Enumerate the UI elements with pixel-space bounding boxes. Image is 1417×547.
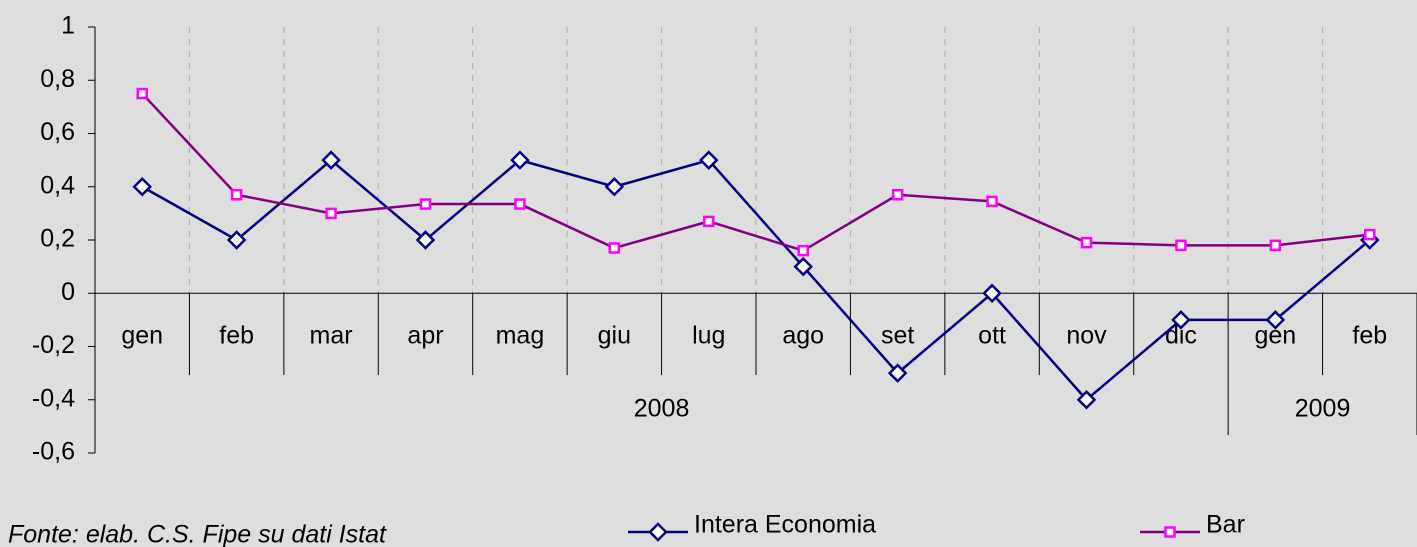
point (510, 150, 530, 170)
point (1171, 310, 1191, 330)
x-tick-label: nov (1066, 322, 1107, 350)
point (1269, 239, 1282, 252)
point (325, 207, 337, 220)
y-tick-label: 0,2 (40, 225, 75, 253)
x-tick-label: gen (121, 322, 163, 350)
point (230, 188, 243, 201)
point (797, 244, 809, 257)
point (608, 242, 621, 254)
legend-label: Intera Economia (694, 511, 876, 539)
x-tick-label: ott (978, 322, 1006, 350)
point (1265, 310, 1286, 330)
point (887, 363, 908, 383)
point (1080, 236, 1093, 249)
legend-marker (1164, 526, 1176, 538)
point (891, 188, 904, 201)
point (699, 150, 719, 170)
x-tick-label: ago (782, 322, 824, 350)
x-tick-label: set (881, 322, 914, 350)
point (1076, 389, 1097, 410)
x-tick-label: feb (219, 322, 254, 350)
x-tick-label: feb (1352, 322, 1387, 350)
point (132, 176, 152, 197)
x-tick-label: giu (598, 322, 631, 350)
y-tick-label: 0,4 (40, 171, 75, 199)
series-line (141, 92, 1370, 253)
x-tick-label: mag (496, 322, 545, 350)
y-tick-label: 0 (61, 278, 75, 306)
point (986, 195, 998, 208)
point (321, 150, 341, 170)
x-tick-label: lug (692, 322, 725, 350)
series-line (141, 158, 1371, 402)
point (604, 176, 625, 197)
y-tick-label: 1 (61, 12, 75, 40)
y-tick-label: -0,4 (32, 384, 75, 412)
y-tick-label: -0,6 (32, 438, 75, 466)
source-note: Fonte: elab. C.S. Fipe su dati Istat (8, 521, 387, 547)
group-label: 2009 (1295, 395, 1351, 423)
point (415, 230, 436, 250)
point (514, 198, 526, 210)
x-tick-label: apr (407, 322, 443, 350)
point (1175, 239, 1187, 252)
point (419, 198, 432, 210)
y-tick-label: 0,6 (40, 118, 75, 146)
legend-label: Bar (1206, 511, 1245, 539)
group-label: 2008 (634, 395, 690, 423)
legend-marker (648, 522, 668, 542)
y-tick-label: -0,2 (32, 331, 75, 359)
x-tick-label: mar (310, 322, 353, 350)
point (793, 256, 813, 277)
point (226, 230, 247, 250)
point (982, 283, 1002, 304)
y-tick-label: 0,8 (40, 65, 75, 93)
point (136, 87, 148, 100)
point (703, 215, 715, 228)
point (1364, 228, 1376, 241)
